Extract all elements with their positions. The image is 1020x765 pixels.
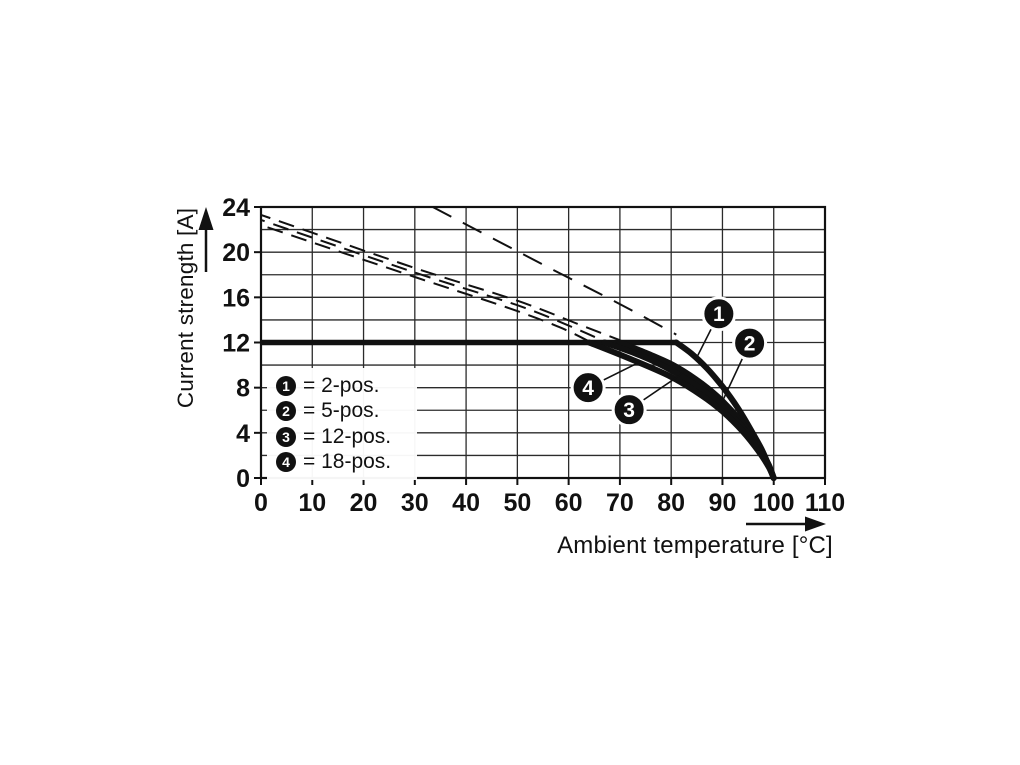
y-tick-label: 4 [236,420,250,448]
callout-number-2: 2 [744,333,756,356]
x-tick-label: 90 [709,489,737,517]
y-tick-label: 16 [222,284,250,312]
x-tick-label: 20 [350,489,378,517]
x-tick-label: 80 [657,489,685,517]
y-tick-label: 8 [236,375,250,403]
y-tick-label: 20 [222,239,250,267]
callout-number-1: 1 [713,303,725,326]
series-solid-18-pos [586,339,777,481]
legend: 1 = 2-pos. 2 = 5-pos. 3 = 12-pos. 4 = 18… [267,368,417,480]
y-tick-label: 24 [222,194,250,222]
legend-label-2pos: = 2-pos. [303,373,380,397]
series-dashed-12-pos [260,219,605,343]
x-tick-label: 70 [606,489,634,517]
legend-label-18pos: = 18-pos. [303,450,392,474]
callout-number-3: 3 [623,399,635,422]
callout-circle-3 [611,392,647,428]
series-dashed-2-pos [432,206,677,336]
series-dashed-5-pos [260,213,621,342]
x-tick-label: 60 [555,489,583,517]
legend-label-12pos: = 12-pos. [303,424,392,448]
y-tick-label: 12 [222,330,250,358]
legend-marker-3-icon: 3 [276,426,296,447]
callout-circle-2 [732,325,768,361]
x-tick-label: 100 [753,489,795,517]
legend-marker-1-icon: 1 [276,375,296,396]
x-tick-label: 110 [805,489,845,517]
x-tick-label: 50 [503,489,531,517]
y-tick-label: 0 [236,465,250,493]
callouts: 12 3 4 [570,296,768,428]
legend-label-5pos: = 5-pos. [303,399,380,423]
x-axis-title: Ambient temperature [°C] [557,532,833,559]
x-axis-arrow-icon [805,516,826,532]
x-tick-label: 40 [452,489,480,517]
legend-item-2pos: 1 = 2-pos. [276,373,417,399]
legend-marker-2-icon: 2 [276,401,296,422]
x-tick-label: 10 [298,489,326,517]
callout-number-4: 4 [582,377,594,400]
x-tick-label: 30 [401,489,429,517]
y-axis-title: Current strength [A] [173,207,198,409]
callout-circle-4 [570,370,606,406]
legend-item-18pos: 4 = 18-pos. [276,450,417,476]
legend-item-5pos: 2 = 5-pos. [276,399,417,425]
legend-marker-4-icon: 4 [276,452,296,473]
y-axis-arrow-icon [198,207,214,230]
x-tick-label: 0 [254,489,268,517]
callout-circle-1 [701,296,737,332]
axis-arrows [198,207,826,532]
legend-item-12pos: 3 = 12-pos. [276,424,417,450]
series-dashed-18-pos [260,224,590,343]
